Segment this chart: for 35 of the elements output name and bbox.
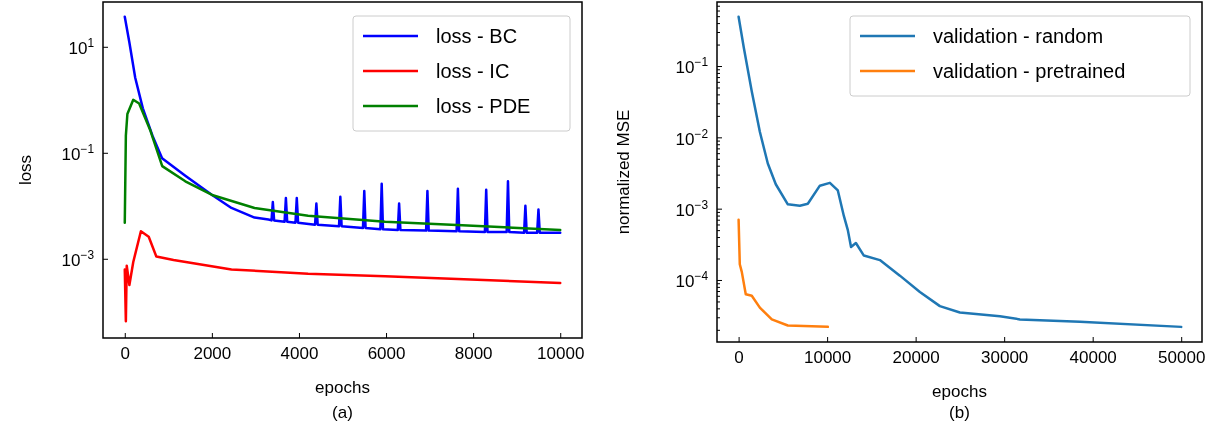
x-axis-title: epochs <box>315 378 370 397</box>
x-tick-label: 6000 <box>367 344 406 364</box>
x-tick-label: 50000 <box>1158 348 1206 368</box>
y-axis-title: normalized MSE <box>614 109 633 235</box>
x-tick-label: 20000 <box>892 348 940 368</box>
x-tick-label: 4000 <box>280 344 319 364</box>
legend-label: validation - random <box>933 25 1104 47</box>
x-tick-label: 2000 <box>193 344 232 364</box>
text: (b) <box>949 403 970 422</box>
y-tick-label: 10$^{−2}$ <box>675 126 709 149</box>
x-tick-label: 10000 <box>537 344 585 364</box>
x-tick-label: 40000 <box>1069 348 1117 368</box>
text: (a) <box>332 403 353 422</box>
y-tick-label: 10$^{−4}$ <box>675 269 709 292</box>
y-tick-label: 10$^{−3}$ <box>61 248 95 271</box>
line-series <box>737 218 830 329</box>
y-tick-label: 10$^{−3}$ <box>675 197 709 220</box>
x-tick-label: 10000 <box>803 348 852 368</box>
y-axis-title: loss <box>16 154 35 186</box>
legend-label: loss - IC <box>436 60 510 82</box>
x-tick-label: 8000 <box>454 344 493 364</box>
x-tick-label: 0 <box>120 344 131 364</box>
x-tick-label: 0 <box>734 348 744 368</box>
legend-label: loss - PDE <box>436 95 531 117</box>
line-series <box>123 15 562 234</box>
line-series <box>123 98 562 232</box>
legend-label: loss - BC <box>436 25 518 47</box>
legend-label: validation - pretrained <box>933 60 1126 82</box>
y-tick-label: 10$^{−1}$ <box>61 142 95 165</box>
line-series <box>123 230 562 323</box>
y-tick-label: 10$^{−1}$ <box>675 55 709 78</box>
x-axis-title: epochs <box>932 382 987 401</box>
y-tick-label: 10$^{1}$ <box>68 36 95 59</box>
line-series <box>737 15 1183 329</box>
x-tick-label: 30000 <box>981 348 1029 368</box>
